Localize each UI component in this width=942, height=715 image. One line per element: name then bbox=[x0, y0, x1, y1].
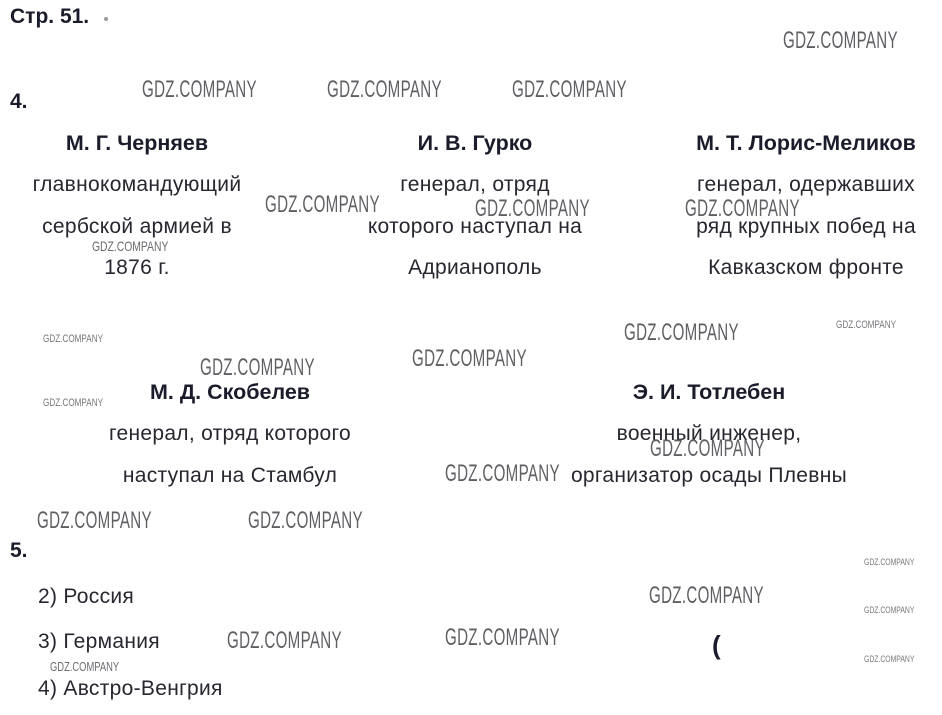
watermark: GDZ.COMPANY bbox=[864, 605, 915, 616]
person-desc-line: генерал, отряд которого bbox=[108, 422, 351, 445]
task5-number: 5. bbox=[10, 539, 28, 562]
page-title: Стр. 51. bbox=[10, 5, 90, 28]
person-name: И. В. Гурко bbox=[417, 131, 533, 155]
person-desc-line: главнокомандующий bbox=[32, 173, 242, 196]
watermark: GDZ.COMPANY bbox=[37, 507, 152, 534]
watermark: GDZ.COMPANY bbox=[248, 507, 363, 534]
task4-entry-chernyaev: М. Г. Черняев главнокомандующий сербской… bbox=[4, 122, 270, 289]
person-desc-line: 1876 г. bbox=[104, 256, 170, 279]
task5-item-germany: 3) Германия bbox=[38, 630, 160, 653]
person-desc-line: сербской армией в bbox=[42, 214, 232, 238]
person-desc-line: которого наступал на bbox=[367, 214, 583, 238]
watermark: GDZ.COMPANY bbox=[649, 582, 764, 609]
person-desc-line: организатор осады Плевны bbox=[570, 463, 848, 487]
person-desc-line: Адрианополь bbox=[408, 256, 542, 279]
watermark: GDZ.COMPANY bbox=[50, 660, 120, 674]
person-desc-line: генерал, одержавших bbox=[697, 173, 915, 196]
watermark: GDZ.COMPANY bbox=[836, 319, 896, 331]
watermark: GDZ.COMPANY bbox=[200, 354, 315, 381]
watermark: GDZ.COMPANY bbox=[512, 76, 627, 103]
stray-dot bbox=[104, 17, 108, 21]
watermark: GDZ.COMPANY bbox=[445, 624, 560, 651]
watermark: GDZ.COMPANY bbox=[445, 460, 560, 487]
watermark: GDZ.COMPANY bbox=[685, 195, 800, 222]
watermark: GDZ.COMPANY bbox=[412, 345, 527, 372]
watermark: GDZ.COMPANY bbox=[783, 27, 898, 54]
watermark: GDZ.COMPANY bbox=[475, 195, 590, 222]
watermark: GDZ.COMPANY bbox=[650, 435, 765, 462]
watermark: GDZ.COMPANY bbox=[624, 319, 739, 346]
watermark: GDZ.COMPANY bbox=[92, 238, 169, 254]
watermark: GDZ.COMPANY bbox=[864, 654, 915, 665]
person-name: М. Г. Черняев bbox=[65, 131, 209, 155]
task4-entry-totleben: Э. И. Тотлебен военный инженер, организа… bbox=[556, 371, 862, 496]
task5-item-russia: 2) Россия bbox=[38, 585, 135, 608]
stray-parenthesis-glyph: ( bbox=[712, 630, 721, 660]
person-desc-line: ряд крупных побед на bbox=[696, 214, 916, 238]
person-desc-line: генерал, отряд bbox=[400, 173, 550, 196]
person-desc-line: военный инженер, bbox=[616, 422, 802, 445]
watermark: GDZ.COMPANY bbox=[864, 557, 915, 568]
task4-entry-loris-melikov: М. Т. Лорис-Меликов генерал, одержавших … bbox=[672, 122, 940, 289]
watermark: GDZ.COMPANY bbox=[142, 76, 257, 103]
person-name: Э. И. Тотлебен bbox=[632, 380, 786, 404]
person-name: М. Д. Скобелев bbox=[149, 380, 311, 404]
watermark: GDZ.COMPANY bbox=[327, 76, 442, 103]
watermark: GDZ.COMPANY bbox=[265, 191, 380, 218]
task4-number: 4. bbox=[10, 90, 28, 113]
person-desc-line: Кавказском фронте bbox=[708, 256, 904, 279]
task5-item-austria-hungary: 4) Австро-Венгрия bbox=[38, 677, 223, 700]
watermark: GDZ.COMPANY bbox=[227, 627, 342, 654]
task4-entry-skobelev: М. Д. Скобелев генерал, отряд которого н… bbox=[92, 371, 368, 496]
person-name: М. Т. Лорис-Меликов bbox=[696, 131, 916, 155]
person-desc-line: наступал на Стамбул bbox=[122, 463, 338, 487]
watermark: GDZ.COMPANY bbox=[43, 333, 103, 345]
watermark: GDZ.COMPANY bbox=[43, 397, 103, 409]
task4-entry-gurko: И. В. Гурко генерал, отряд которого наст… bbox=[340, 122, 610, 289]
